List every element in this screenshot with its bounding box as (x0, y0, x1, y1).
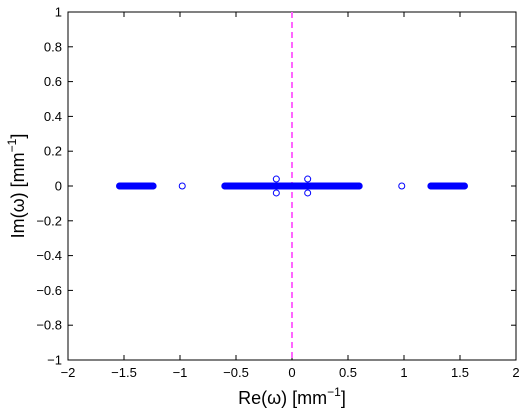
x-tick-label: −2 (61, 365, 76, 380)
x-tick-label: 2 (512, 365, 519, 380)
y-tick-label: 1 (55, 5, 62, 20)
x-axis: −2 −1.5 −1 −0.5 0 0.5 1 1.5 2 (61, 12, 520, 380)
x-tick-label: 0.5 (339, 365, 357, 380)
y-tick-label: 0.6 (44, 74, 62, 89)
data-point (272, 189, 280, 197)
x-axis-title-suffix: ] (341, 388, 346, 408)
x-axis-title-exponent: −1 (327, 385, 341, 399)
y-tick-label: 0.4 (44, 109, 62, 124)
data-point (304, 175, 312, 183)
y-tick-label: −1 (47, 353, 62, 368)
y-axis: −1 −0.8 −0.6 −0.4 −0.2 0 0.2 0.4 0.6 0.8 1 (36, 5, 516, 368)
y-tick-label: −0.8 (36, 318, 62, 333)
x-tick-label: −1 (173, 365, 188, 380)
data-point (355, 182, 363, 190)
y-axis-title-suffix: ] (8, 134, 28, 139)
data-point (460, 182, 468, 190)
y-tick-label: −0.4 (36, 248, 62, 263)
x-tick-label: −1.5 (111, 365, 137, 380)
x-tick-label: 1 (400, 365, 407, 380)
y-axis-title: Im(ω) [mm−1] (5, 134, 28, 239)
y-tick-label: −0.2 (36, 213, 62, 228)
data-points (116, 175, 468, 197)
data-point (272, 175, 280, 183)
data-point (398, 182, 406, 190)
x-tick-label: 0 (288, 365, 295, 380)
y-axis-title-exponent: −1 (5, 138, 19, 152)
data-point (149, 182, 157, 190)
y-tick-label: −0.6 (36, 283, 62, 298)
y-tick-label: 0.8 (44, 39, 62, 54)
x-axis-title: Re(ω) [mm−1] (238, 385, 346, 408)
data-point (178, 182, 186, 190)
data-point (304, 189, 312, 197)
x-tick-label: 1.5 (451, 365, 469, 380)
y-tick-label: 0 (55, 179, 62, 194)
x-tick-label: −0.5 (223, 365, 249, 380)
y-tick-label: 0.2 (44, 144, 62, 159)
